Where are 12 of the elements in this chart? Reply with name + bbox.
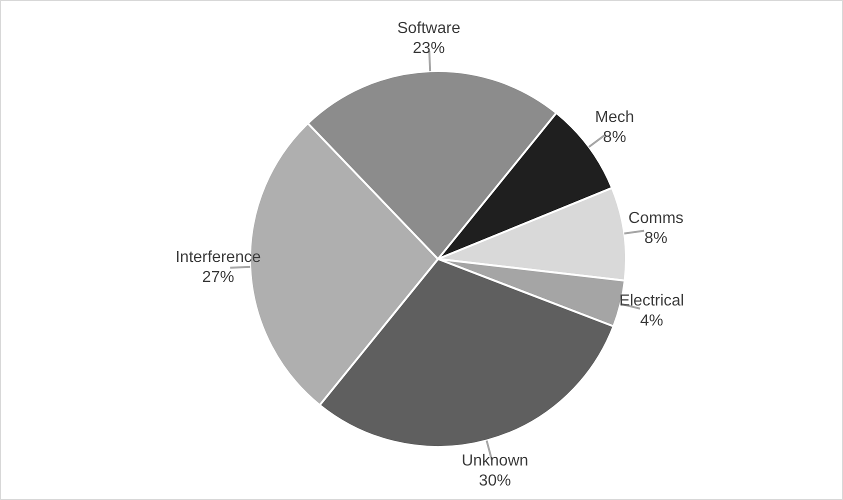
data-label: 23% xyxy=(412,40,445,58)
slice-label: Unknown xyxy=(462,452,528,470)
slice-label: Electrical xyxy=(619,292,684,310)
slice-label: Comms xyxy=(628,210,684,228)
slice-label: Mech xyxy=(595,108,634,126)
data-label: 4% xyxy=(640,312,664,330)
data-label: 27% xyxy=(202,269,234,286)
data-label: 30% xyxy=(478,472,511,490)
data-label: 8% xyxy=(644,230,668,248)
slice-label: Interference xyxy=(176,249,261,266)
data-label: 8% xyxy=(603,128,626,146)
slice-label: Software xyxy=(397,20,460,38)
